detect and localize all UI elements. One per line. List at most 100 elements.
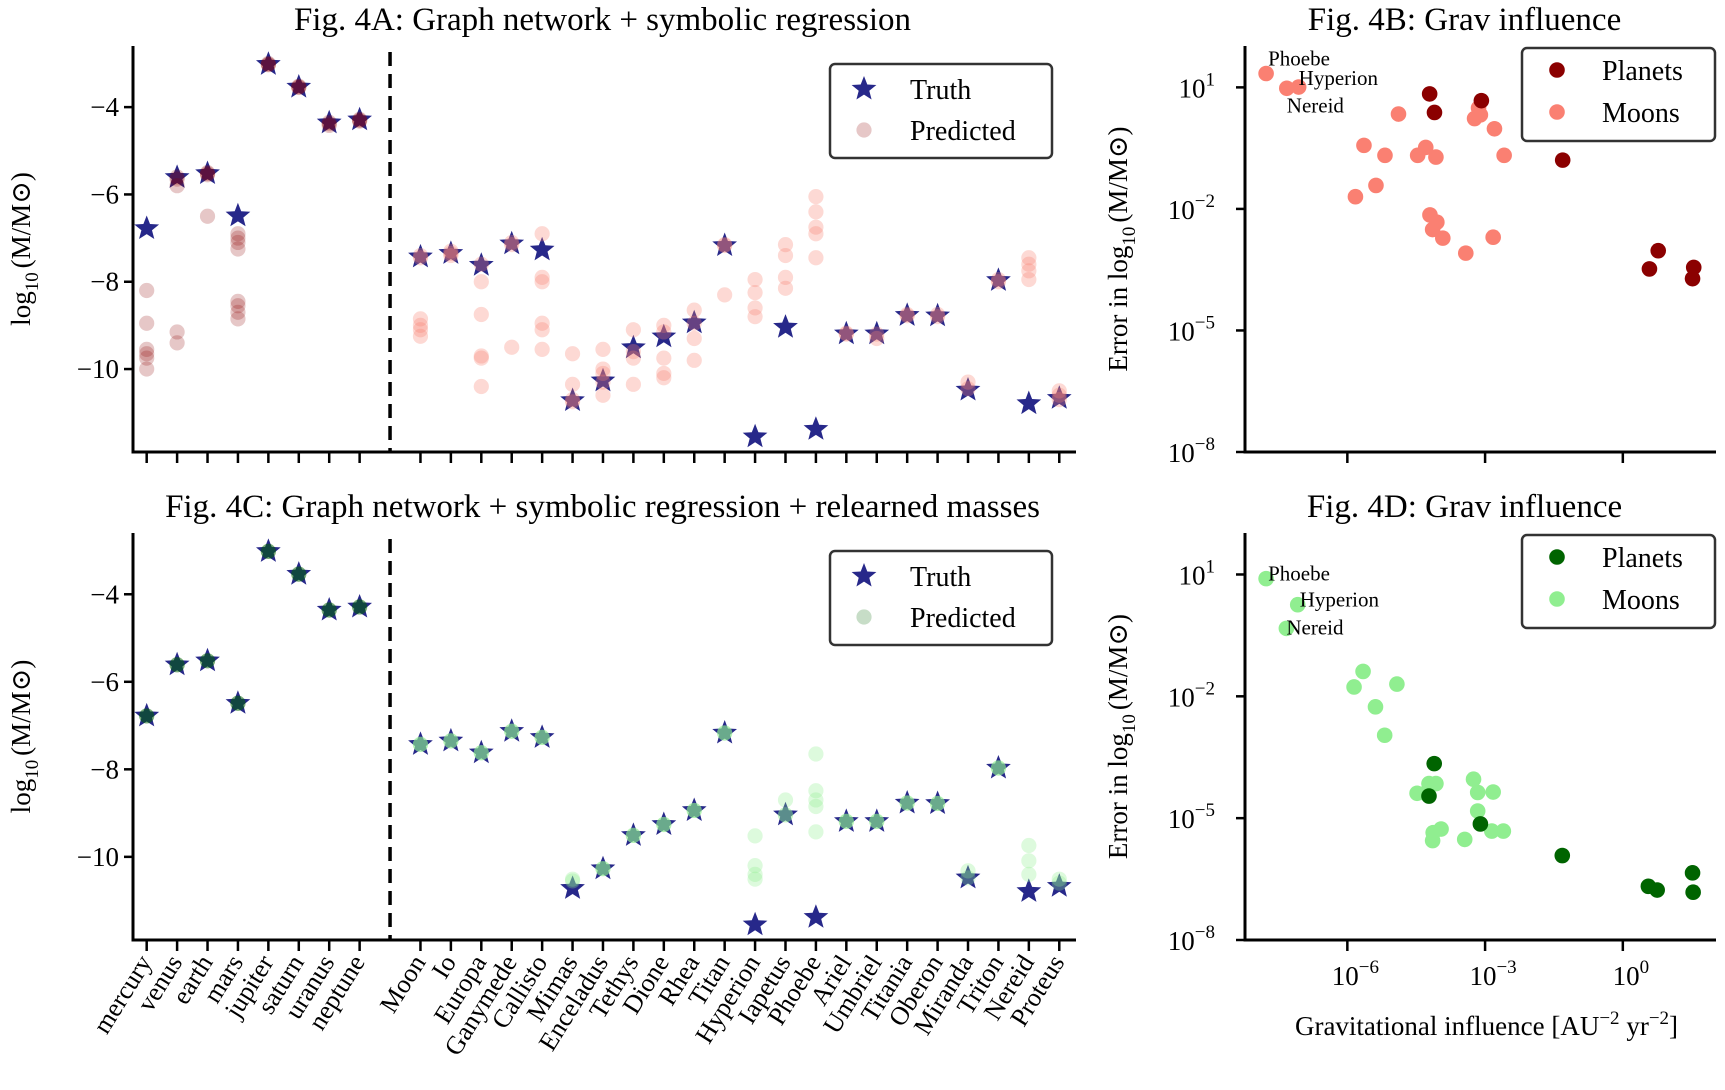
predicted-point: [808, 189, 824, 205]
moons-point: [1433, 821, 1449, 837]
x-tick-label: 10−6: [1332, 957, 1379, 991]
planets-point: [1426, 755, 1443, 772]
moons-point: [1485, 229, 1501, 246]
predicted-point: [169, 324, 185, 340]
y-tick-label-base: 10: [1179, 560, 1206, 590]
predicted-point: [199, 653, 216, 669]
panel-4c: Fig. 4C: Graph network + symbolic regres…: [6, 489, 1076, 1061]
annotation-phoebe: Phoebe: [1268, 562, 1330, 586]
predicted-point: [504, 234, 520, 251]
moons-point: [1469, 803, 1486, 819]
legend: Planets Moons: [1520, 46, 1717, 143]
predicted-point: [291, 566, 307, 582]
predicted-point: [412, 317, 429, 333]
predicted-point: [230, 241, 246, 257]
predicted-point: [990, 271, 1007, 288]
x-axis-label: Gravitational influence [AU−2 yr−2]: [1295, 1008, 1678, 1041]
truth-star: [225, 202, 251, 227]
y-label-suffix: (M/M⊙): [6, 660, 36, 756]
truth-star: [499, 718, 525, 742]
y-tick-label: −8: [90, 267, 119, 297]
predicted-point: [1051, 875, 1067, 891]
predicted-point: [473, 745, 489, 761]
planets-point: [1426, 104, 1443, 121]
predicted-point: [534, 729, 550, 745]
predicted-point: [443, 245, 459, 261]
predicted-point: [929, 795, 946, 812]
truth-star: [164, 651, 190, 676]
truth-star: [408, 731, 433, 755]
predicted-point: [838, 813, 854, 830]
predicted-point: [869, 813, 885, 830]
legend-planets-dot-icon: [1549, 62, 1565, 78]
predicted-point: [169, 171, 185, 187]
predicted-point: [352, 599, 368, 615]
predicted-point: [260, 543, 276, 559]
y-tick-label: 10−2: [1168, 678, 1215, 712]
predicted-point: [139, 282, 155, 299]
truth-star: [955, 377, 981, 401]
predicted-point: [473, 378, 489, 395]
predicted-point: [747, 300, 763, 316]
y-tick-label-exponent: −8: [1195, 922, 1215, 943]
predicted-point: [199, 165, 216, 181]
legend-predicted-dot-icon: [856, 122, 872, 138]
truth-star: [590, 367, 616, 392]
truth-star: [1046, 873, 1072, 897]
planets-point: [1684, 865, 1701, 881]
predicted-point: [869, 326, 885, 342]
truth-star: [712, 232, 737, 256]
panel-4a: Fig. 4A: Graph network + symbolic regres…: [6, 2, 1076, 463]
predicted-point: [504, 339, 520, 355]
predicted-point: [717, 287, 733, 303]
predicted-point: [747, 285, 763, 301]
predicted-point: [139, 708, 155, 724]
predicted-point: [504, 723, 520, 739]
predicted-point: [686, 315, 702, 331]
x-tick-label: 10−3: [1469, 957, 1516, 991]
predicted-point: [534, 226, 550, 242]
predicted-point: [929, 795, 946, 812]
predicted-point: [291, 566, 307, 582]
predicted-point: [777, 247, 794, 264]
predicted-point: [412, 322, 429, 338]
predicted-point: [656, 816, 672, 833]
legend-label-moons: Moons: [1602, 98, 1680, 129]
predicted-point: [321, 602, 337, 618]
legend-truth-star-icon: [851, 76, 877, 100]
truth-star: [164, 164, 190, 188]
predicted-point: [139, 341, 155, 358]
y-tick-label-base: 10: [1168, 804, 1195, 834]
truth-star: [134, 702, 160, 727]
predicted-point: [564, 394, 581, 410]
predicted-point: [564, 873, 581, 889]
truth-star: [925, 302, 950, 327]
predicted-point: [808, 219, 824, 235]
truth-star: [803, 416, 829, 440]
x-tick-label-moon: Moon: [374, 950, 432, 1018]
predicted-point: [686, 802, 702, 819]
planets-point: [1554, 847, 1571, 864]
predicted-point: [260, 543, 276, 559]
predicted-point: [169, 657, 185, 673]
y-label-subscript: 10: [22, 760, 43, 779]
moons-point: [1390, 106, 1407, 122]
predicted-point: [899, 795, 915, 811]
moons-point: [1424, 832, 1441, 849]
moons-point: [1289, 596, 1306, 613]
y-tick-label: 101: [1179, 556, 1216, 590]
legend-label-planets: Planets: [1602, 543, 1683, 574]
y-tick-label-exponent: −8: [1195, 434, 1215, 455]
legend-label-predicted: Predicted: [910, 603, 1016, 634]
truth-star: [681, 797, 707, 821]
y-tick-label-base: 10: [1179, 73, 1206, 103]
predicted-point: [929, 309, 946, 325]
y-tick-label-exponent: 1: [1206, 69, 1216, 90]
predicted-point: [595, 374, 611, 390]
predicted-point: [260, 56, 276, 72]
y-label-subscript: 10: [22, 272, 43, 291]
series-planets: [1421, 755, 1701, 901]
predicted-point: [686, 802, 702, 819]
planets-point: [1649, 882, 1665, 898]
